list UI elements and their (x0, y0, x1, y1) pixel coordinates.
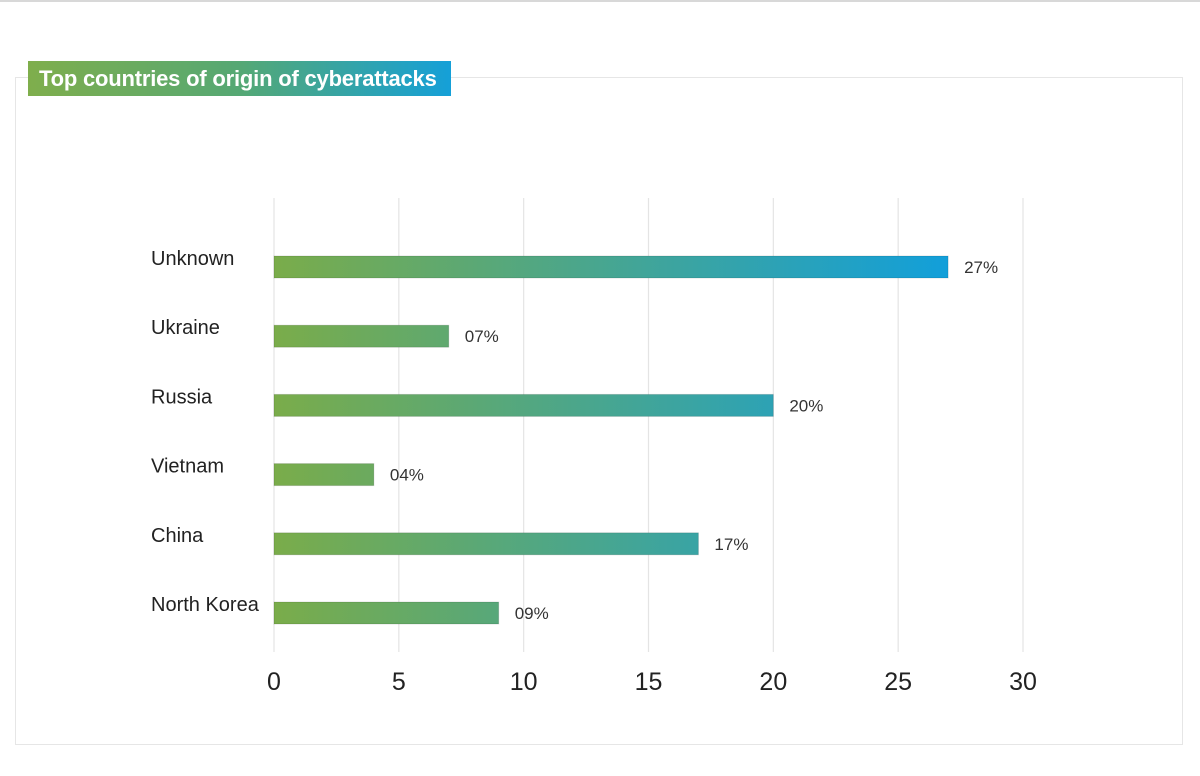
bar-north-korea (273, 601, 500, 625)
category-label: China (151, 525, 204, 547)
x-tick-label-20: 20 (759, 668, 787, 696)
top-divider (0, 0, 1200, 2)
x-tick-label-10: 10 (510, 668, 538, 696)
value-label: 27% (964, 258, 998, 277)
bar-ukraine (273, 324, 450, 348)
category-label: Russia (151, 386, 213, 408)
chart-title: Top countries of origin of cyberattacks (39, 65, 437, 91)
bar-unknown (273, 255, 949, 279)
bar-china (273, 532, 699, 556)
bar-russia (273, 393, 774, 417)
value-label: 07% (465, 327, 499, 346)
category-label: North Korea (151, 594, 260, 616)
x-tick-label-30: 30 (1009, 668, 1037, 696)
x-tick-label-15: 15 (635, 668, 663, 696)
value-label: 04% (390, 466, 424, 485)
value-label: 09% (515, 604, 549, 623)
category-label: Vietnam (151, 456, 224, 478)
category-label: Ukraine (151, 317, 220, 339)
x-tick-label-5: 5 (392, 668, 406, 696)
x-tick-label-0: 0 (267, 668, 281, 696)
value-label: 17% (714, 535, 748, 554)
bar-vietnam (273, 463, 375, 487)
value-label: 20% (789, 396, 823, 415)
chart-title-banner: Top countries of origin of cyberattacks (28, 61, 451, 96)
x-tick-label-25: 25 (884, 668, 912, 696)
category-label: Unknown (151, 248, 234, 270)
